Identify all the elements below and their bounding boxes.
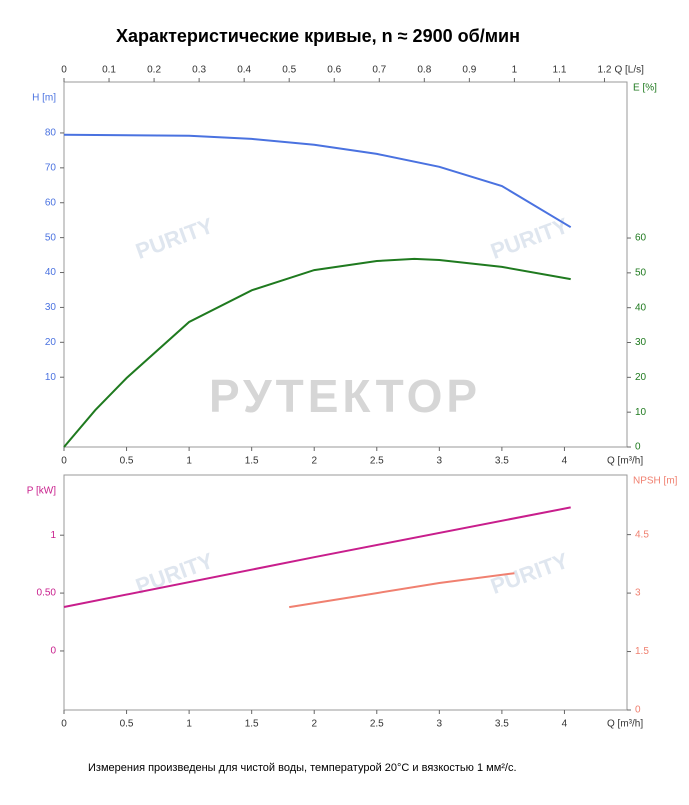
x2-tick-label: 0.3 xyxy=(192,65,206,76)
x-tick-label: 1 xyxy=(186,456,192,467)
x-tick-label: 2.5 xyxy=(370,456,384,467)
logo-watermark: PURITY xyxy=(132,213,217,264)
x-tick-label: 4 xyxy=(562,719,568,730)
y-tick-label: 40 xyxy=(45,267,57,278)
x-tick-label: 3.5 xyxy=(495,456,509,467)
y-tick-label: 60 xyxy=(45,197,57,208)
x-tick-label: 2 xyxy=(311,719,317,730)
x2-tick-label: 1.2 xyxy=(598,65,612,76)
curve xyxy=(63,506,571,608)
y-tick-label: 30 xyxy=(45,302,57,313)
y2-axis-label: NPSH [m] xyxy=(633,476,678,487)
y-tick-label: 1 xyxy=(50,530,56,541)
x-tick-label: 0 xyxy=(61,456,67,467)
x-tick-label: 1.5 xyxy=(245,456,259,467)
watermark: РУТЕКТОР xyxy=(209,370,481,422)
x-tick-label: 3 xyxy=(437,719,443,730)
y2-tick-label: 30 xyxy=(635,337,647,348)
x2-tick-label: 0.9 xyxy=(462,65,476,76)
curve xyxy=(63,257,571,448)
x-tick-label: 1.5 xyxy=(245,719,259,730)
x2-tick-label: 0.8 xyxy=(417,65,431,76)
curve xyxy=(289,572,515,609)
y2-tick-label: 10 xyxy=(635,407,647,418)
x-axis-label: Q [m³/h] xyxy=(607,719,643,730)
y2-tick-label: 1.5 xyxy=(635,646,649,657)
x-tick-label: 0.5 xyxy=(120,456,134,467)
x2-tick-label: 0.4 xyxy=(237,65,251,76)
logo-watermark: PURITY xyxy=(487,548,572,599)
x2-tick-label: 1 xyxy=(512,65,518,76)
y-tick-label: 0 xyxy=(50,646,56,657)
y2-tick-label: 0 xyxy=(635,705,641,716)
x-axis-label: Q [m³/h] xyxy=(607,456,643,467)
x-tick-label: 2 xyxy=(311,456,317,467)
y-axis-label: P [kW] xyxy=(27,486,56,497)
y-tick-label: 50 xyxy=(45,232,57,243)
x-tick-label: 1 xyxy=(186,719,192,730)
x2-tick-label: 0.5 xyxy=(282,65,296,76)
x-tick-label: 0 xyxy=(61,719,67,730)
y-tick-label: 0.50 xyxy=(37,588,57,599)
y-tick-label: 10 xyxy=(45,372,57,383)
y2-tick-label: 20 xyxy=(635,372,647,383)
y2-tick-label: 0 xyxy=(635,442,641,453)
y-tick-label: 70 xyxy=(45,162,57,173)
x-tick-label: 3.5 xyxy=(495,719,509,730)
x-tick-label: 3 xyxy=(437,456,443,467)
y-axis-label: H [m] xyxy=(32,93,56,104)
x-tick-label: 4 xyxy=(562,456,568,467)
x2-axis-label: Q [L/s] xyxy=(614,65,644,76)
y2-tick-label: 60 xyxy=(635,233,647,244)
y2-tick-label: 4.5 xyxy=(635,529,649,540)
y2-tick-label: 40 xyxy=(635,302,647,313)
y-tick-label: 80 xyxy=(45,128,57,139)
x2-tick-label: 0.2 xyxy=(147,65,161,76)
x2-tick-label: 0 xyxy=(61,65,67,76)
chart-title: Характеристические кривые, n ≈ 2900 об/м… xyxy=(116,26,520,46)
x2-tick-label: 0.6 xyxy=(327,65,341,76)
x2-tick-label: 1.1 xyxy=(552,65,566,76)
curve xyxy=(63,133,572,229)
y-tick-label: 20 xyxy=(45,337,57,348)
x-tick-label: 2.5 xyxy=(370,719,384,730)
y2-tick-label: 50 xyxy=(635,267,647,278)
y2-axis-label: E [%] xyxy=(633,83,657,94)
footnote: Измерения произведены для чистой воды, т… xyxy=(88,762,517,774)
x-tick-label: 0.5 xyxy=(120,719,134,730)
x2-tick-label: 0.1 xyxy=(102,65,116,76)
plot-frame xyxy=(63,474,628,711)
plot-frame xyxy=(63,81,628,448)
y2-tick-label: 3 xyxy=(635,588,641,599)
x2-tick-label: 0.7 xyxy=(372,65,386,76)
